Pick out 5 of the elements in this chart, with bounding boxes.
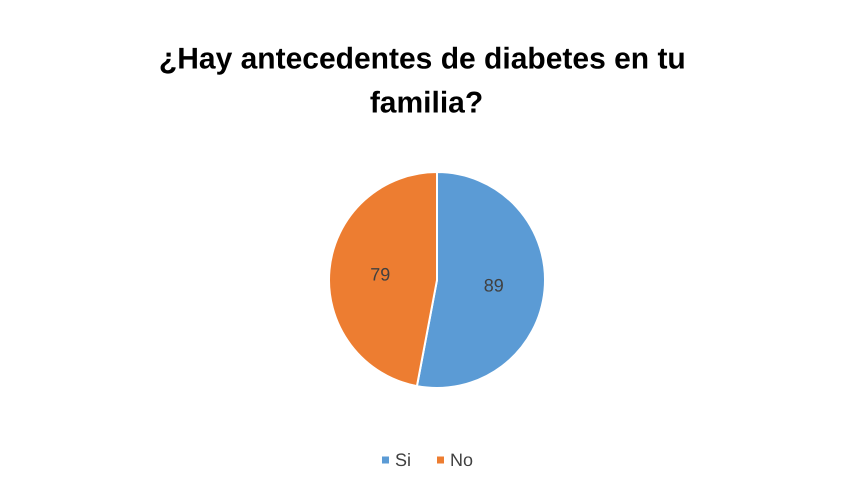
legend-label: Si bbox=[394, 450, 412, 470]
legend-label: No bbox=[450, 450, 474, 470]
data-label: 89 bbox=[484, 275, 504, 296]
chart-title: ¿Hay antecedentes de diabetes en tu familia? bbox=[158, 42, 694, 120]
data-label: 79 bbox=[370, 264, 390, 285]
